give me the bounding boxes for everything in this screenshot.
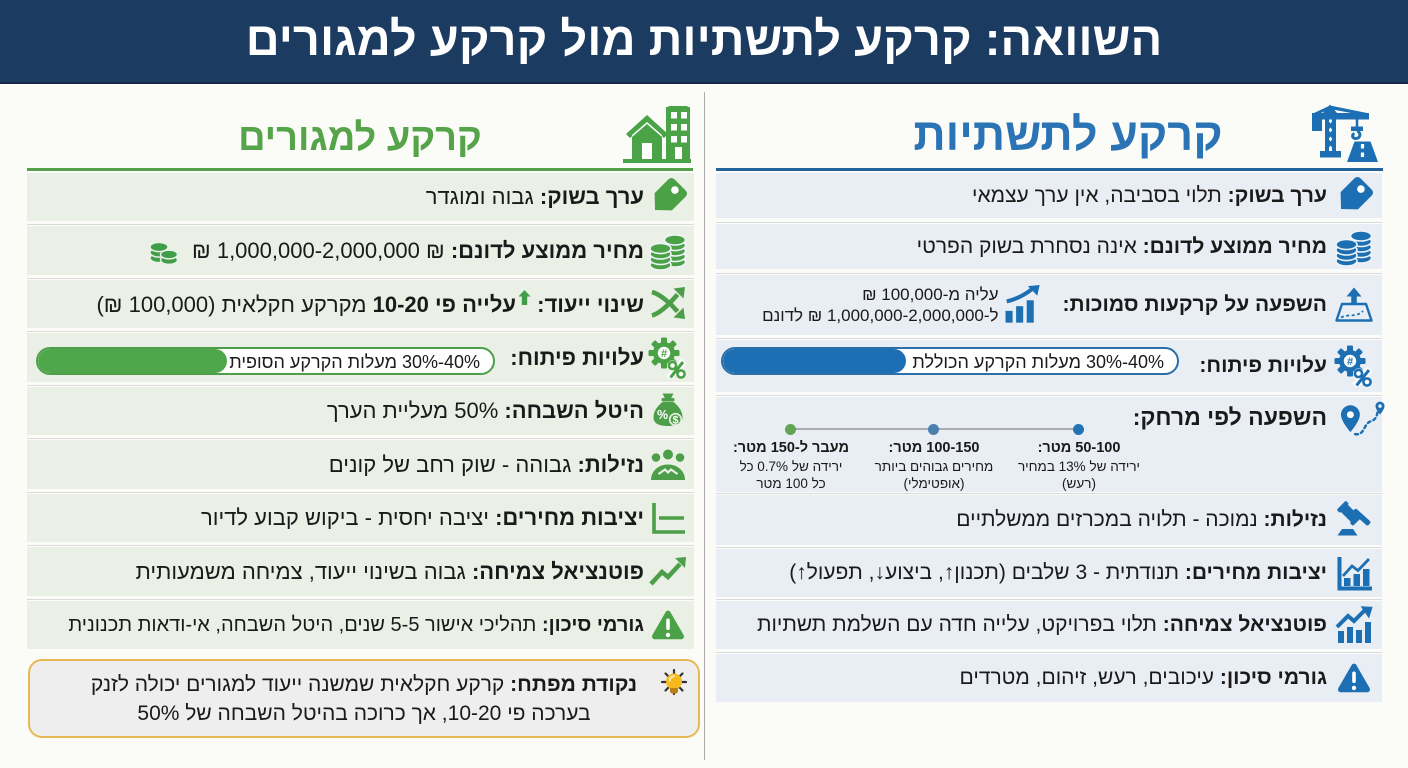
svg-text:#: #	[1347, 356, 1353, 368]
svg-text:$: $	[672, 415, 678, 427]
svg-text:#: #	[661, 348, 667, 360]
svg-text:%: %	[657, 408, 668, 422]
